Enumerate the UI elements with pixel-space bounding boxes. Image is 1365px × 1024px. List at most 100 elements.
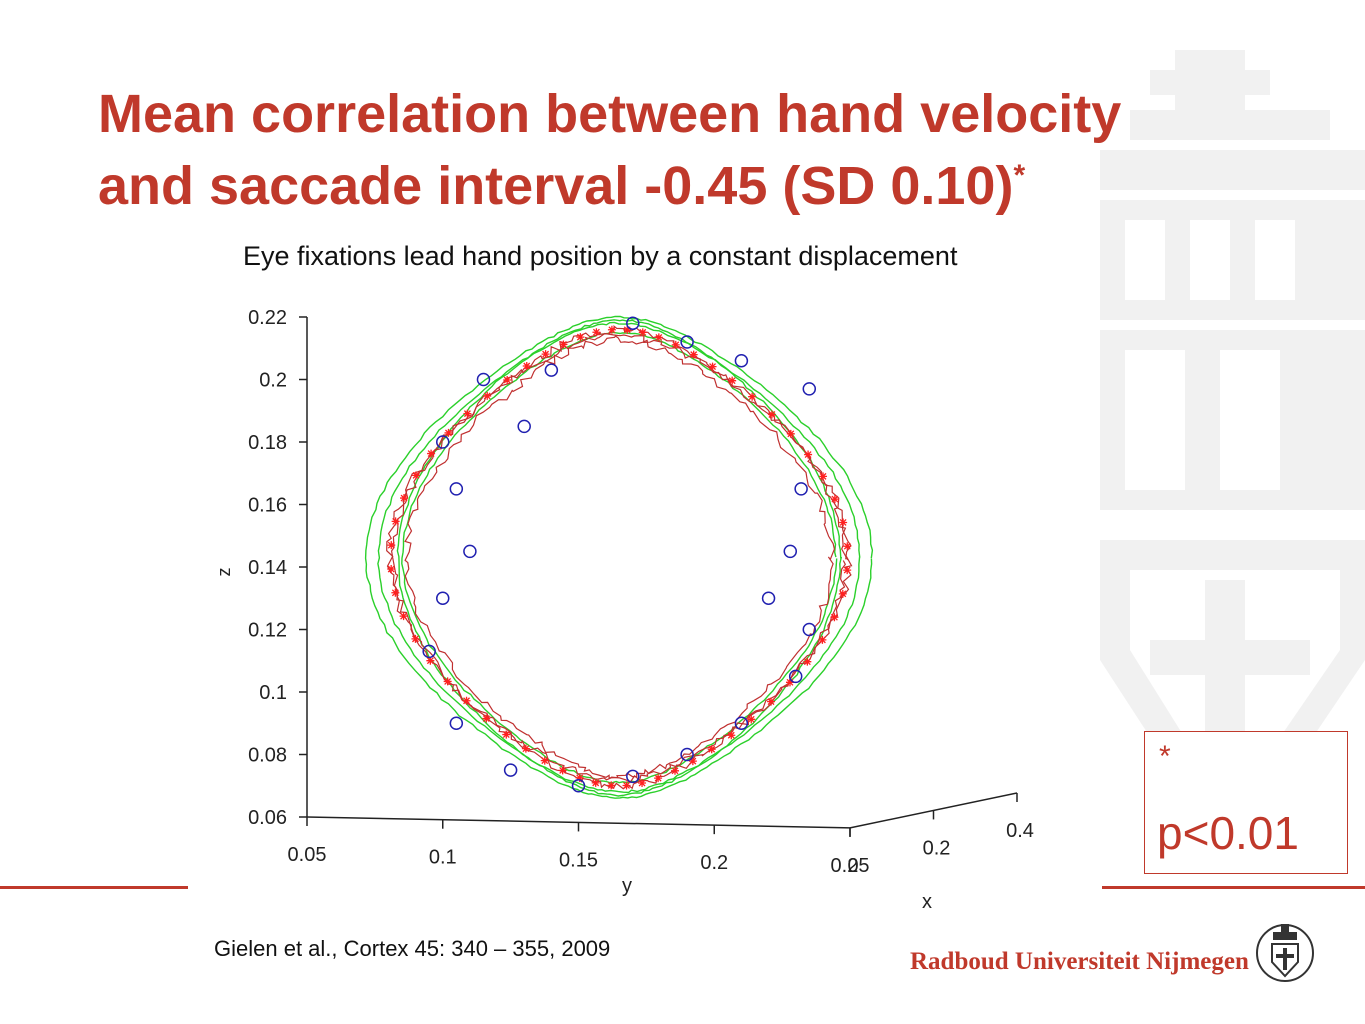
footer-rule-right xyxy=(1102,886,1365,889)
asterisk-marker xyxy=(576,333,585,342)
asterisk-marker xyxy=(727,731,736,740)
fixation-circle xyxy=(436,435,450,449)
asterisk-marker xyxy=(400,494,409,503)
asterisk-marker xyxy=(391,517,400,526)
x-axis-title: x xyxy=(922,891,932,913)
fixation-circle xyxy=(680,747,694,762)
asterisk-marker xyxy=(607,325,616,334)
asterisk-marker xyxy=(426,656,435,665)
asterisk-marker xyxy=(387,541,396,550)
asterisk-marker xyxy=(818,635,827,644)
asterisk-marker xyxy=(540,756,549,765)
fixation-circle xyxy=(517,419,531,434)
fixation-circle xyxy=(783,544,798,559)
asterisk-marker xyxy=(843,542,852,551)
significance-value: p<0.01 xyxy=(1157,807,1299,859)
asterisk-marker xyxy=(785,678,794,687)
asterisk-marker xyxy=(559,340,568,349)
asterisk-marker xyxy=(462,696,471,705)
asterisk-marker xyxy=(427,449,436,458)
asterisk-marker xyxy=(748,392,757,401)
trajectory-3d-plot: 0.22 0.2 0.18 0.16 0.14 0.12 0.1 0.08 0.060.05 0.… xyxy=(214,307,1034,913)
axis-labels: 0.22 0.2 0.18 0.16 0.14 0.12 0.1 0.08 0.060.05 0.… xyxy=(214,307,1034,913)
fixation-circle xyxy=(476,372,491,387)
fixation-circle xyxy=(436,591,450,605)
z-tick-label: 0.06 xyxy=(248,807,287,829)
asterisk-marker xyxy=(638,779,647,788)
asterisk-marker xyxy=(819,472,828,481)
fixation-circle xyxy=(571,779,586,793)
asterisk-marker xyxy=(654,333,663,342)
significance-box: * p<0.01 xyxy=(1144,731,1348,874)
asterisk-marker xyxy=(843,566,852,575)
z-tick-label: 0.08 xyxy=(248,745,287,767)
y-tick-label: 0.05 xyxy=(288,844,327,866)
asterisk-marker xyxy=(575,773,584,782)
z-tick-label: 0.2 xyxy=(259,370,287,392)
title-line-1: Mean correlation between hand velocity xyxy=(98,84,1122,144)
asterisk-marker xyxy=(391,588,400,597)
title-footnote-mark: * xyxy=(1013,159,1026,192)
asterisk-marker xyxy=(521,744,530,753)
fixation-circle xyxy=(503,763,518,777)
fixation-circle xyxy=(802,622,817,637)
x-tick-label: 0 xyxy=(847,855,858,877)
fixation-circle xyxy=(626,316,640,330)
y-tick-label: 0.2 xyxy=(700,852,728,874)
asterisk-marker xyxy=(443,677,452,686)
asterisk-marker xyxy=(747,715,756,724)
fixation-circle xyxy=(802,382,817,396)
asterisk-marker xyxy=(767,697,776,706)
trajectory-traces xyxy=(364,315,874,799)
citation: Gielen et al., Cortex 45: 340 – 355, 200… xyxy=(214,936,611,961)
y-axis-title: y xyxy=(622,875,632,897)
x-tick-label: 0.4 xyxy=(1006,820,1034,842)
asterisk-marker xyxy=(622,781,631,790)
fixation-circle xyxy=(734,354,749,368)
significance-mark: * xyxy=(1159,740,1171,773)
fixation-circle xyxy=(680,335,694,349)
asterisk-marker xyxy=(591,778,600,787)
z-tick-label: 0.1 xyxy=(259,682,287,704)
hand-trajectory-line xyxy=(396,319,843,797)
z-tick-label: 0.12 xyxy=(248,620,287,642)
asterisk-marker xyxy=(387,565,396,574)
asterisk-marker xyxy=(688,757,697,766)
asterisk-marker xyxy=(839,518,848,527)
z-tick-label: 0.14 xyxy=(248,557,287,579)
plot-axes xyxy=(299,316,1018,837)
asterisk-marker xyxy=(830,613,839,622)
asterisk-marker xyxy=(592,328,601,337)
fixation-circle xyxy=(788,669,803,684)
asterisk-marker xyxy=(411,634,420,643)
fixation-circle xyxy=(761,591,776,605)
asterisk-marker xyxy=(444,428,453,437)
university-wordmark: Radboud Universiteit Nijmegen xyxy=(910,948,1249,975)
asterisk-marker xyxy=(654,774,663,783)
y-tick-label: 0.1 xyxy=(429,847,457,869)
asterisk-marker xyxy=(607,781,616,790)
fixation-circle xyxy=(449,716,464,730)
asterisk-marker xyxy=(503,376,512,385)
eye-trajectory-line xyxy=(404,335,836,779)
fixation-circle xyxy=(794,482,808,496)
z-tick-label: 0.18 xyxy=(248,432,287,454)
fixation-circle xyxy=(544,363,559,377)
y-tick-label: 0.25 xyxy=(831,855,870,877)
asterisk-marker xyxy=(482,714,491,723)
asterisk-marker xyxy=(522,362,531,371)
asterisk-marker xyxy=(803,657,812,666)
asterisk-marker xyxy=(767,410,776,419)
z-tick-label: 0.22 xyxy=(248,307,287,329)
footer-rule-left xyxy=(0,886,188,889)
asterisk-marker xyxy=(483,391,492,400)
fixation-circle xyxy=(734,716,749,730)
asterisk-marker xyxy=(838,589,847,598)
asterisk-marker xyxy=(558,766,567,775)
asterisk-marker xyxy=(502,730,511,739)
asterisk-marker xyxy=(689,350,698,359)
fixation-circle xyxy=(422,644,436,659)
asterisk-marker xyxy=(786,429,795,438)
asterisk-marker xyxy=(708,362,717,371)
asterisk-marker xyxy=(707,745,716,754)
